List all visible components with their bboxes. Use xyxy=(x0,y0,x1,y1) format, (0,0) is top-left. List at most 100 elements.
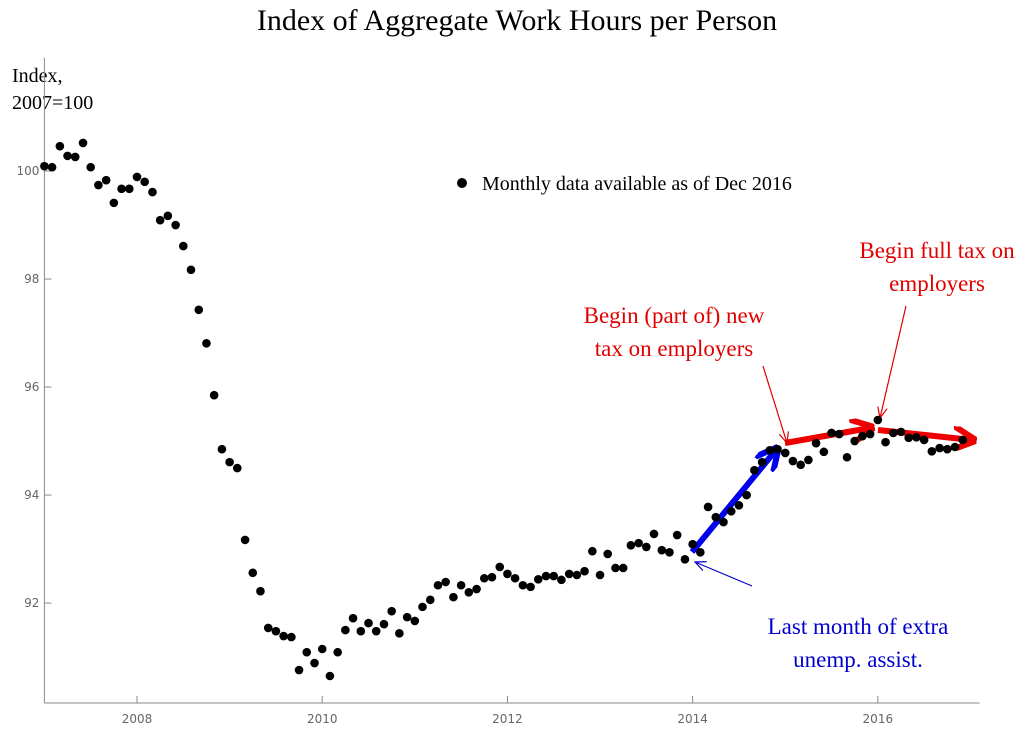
data-point xyxy=(858,431,867,441)
data-point xyxy=(433,580,443,590)
x-tick-label: 2010 xyxy=(307,712,338,726)
data-point xyxy=(657,545,667,555)
y-tick-label: 94 xyxy=(24,488,39,502)
data-point xyxy=(495,562,505,572)
data-point xyxy=(842,452,852,462)
data-point xyxy=(410,616,420,626)
data-point xyxy=(927,447,937,456)
data-point xyxy=(487,572,497,582)
data-point xyxy=(464,587,474,597)
annotation: tax on employers xyxy=(595,336,753,361)
data-point xyxy=(117,184,126,194)
data-point xyxy=(865,429,875,439)
data-point xyxy=(302,647,312,657)
data-point xyxy=(425,595,435,605)
data-point xyxy=(395,629,404,638)
data-point xyxy=(889,428,898,438)
data-point xyxy=(125,184,134,194)
data-point xyxy=(364,618,373,628)
data-point xyxy=(371,626,381,636)
chart-title: Index of Aggregate Work Hours per Person xyxy=(257,4,777,37)
data-point xyxy=(696,548,705,557)
data-point xyxy=(271,626,281,636)
data-point xyxy=(55,141,65,151)
data-point xyxy=(40,161,49,171)
data-point xyxy=(263,623,273,633)
data-point xyxy=(873,415,883,425)
data-point xyxy=(780,448,790,458)
data-point xyxy=(387,606,396,616)
annotation: Begin (part of) new xyxy=(584,303,765,328)
data-point xyxy=(649,529,659,539)
data-point xyxy=(70,152,80,162)
data-point xyxy=(580,566,589,576)
data-point xyxy=(341,625,350,635)
data-point xyxy=(510,573,520,583)
data-point xyxy=(209,390,219,400)
data-point xyxy=(179,241,188,251)
x-tick-label: 2016 xyxy=(863,712,894,726)
data-point xyxy=(811,438,821,448)
annotation: Last month of extra xyxy=(768,614,949,639)
data-point xyxy=(827,428,836,438)
data-point xyxy=(603,549,613,559)
data-point xyxy=(919,435,929,445)
data-point xyxy=(896,427,906,437)
annotation: unemp. assist. xyxy=(793,647,923,672)
data-point xyxy=(240,535,250,545)
data-point xyxy=(703,502,713,512)
data-point xyxy=(140,177,149,187)
data-point xyxy=(402,612,412,622)
data-point xyxy=(935,443,944,453)
x-tick-label: 2008 xyxy=(122,712,153,726)
data-point xyxy=(63,151,72,161)
data-point xyxy=(503,569,512,579)
data-point xyxy=(757,457,767,467)
data-point xyxy=(232,463,242,473)
data-point xyxy=(310,658,319,668)
data-point xyxy=(726,506,736,516)
data-point xyxy=(348,613,358,623)
data-point xyxy=(441,577,450,587)
data-point xyxy=(248,568,258,578)
data-point xyxy=(804,455,813,465)
data-point xyxy=(588,546,597,556)
data-point xyxy=(611,563,620,573)
data-point xyxy=(456,580,466,590)
data-point xyxy=(742,490,751,500)
annotation: employers xyxy=(889,271,985,296)
data-point xyxy=(78,138,88,148)
data-point xyxy=(881,437,890,447)
y-tick-label: 96 xyxy=(24,380,39,394)
data-point xyxy=(449,592,458,602)
data-point xyxy=(626,540,636,550)
data-point xyxy=(680,555,690,564)
data-point xyxy=(773,444,782,454)
data-point xyxy=(194,305,204,315)
data-point xyxy=(595,570,605,580)
data-point xyxy=(379,619,389,629)
data-point xyxy=(287,632,296,642)
data-point xyxy=(750,465,759,475)
data-point xyxy=(765,445,775,455)
data-point xyxy=(557,575,566,585)
data-point xyxy=(904,433,913,443)
data-point xyxy=(942,444,952,454)
data-point xyxy=(541,571,551,581)
data-point xyxy=(634,538,643,548)
data-point xyxy=(688,539,697,549)
data-point xyxy=(912,432,921,442)
data-point xyxy=(333,647,342,657)
data-point xyxy=(132,172,142,182)
data-point xyxy=(518,580,528,590)
data-point xyxy=(186,265,196,275)
data-point xyxy=(109,198,119,208)
data-point xyxy=(672,530,682,540)
data-point xyxy=(526,582,535,592)
data-point xyxy=(950,442,960,452)
data-point xyxy=(418,602,427,612)
data-point xyxy=(819,447,829,457)
data-point xyxy=(958,435,968,445)
data-point xyxy=(94,180,103,190)
data-point xyxy=(472,584,481,594)
